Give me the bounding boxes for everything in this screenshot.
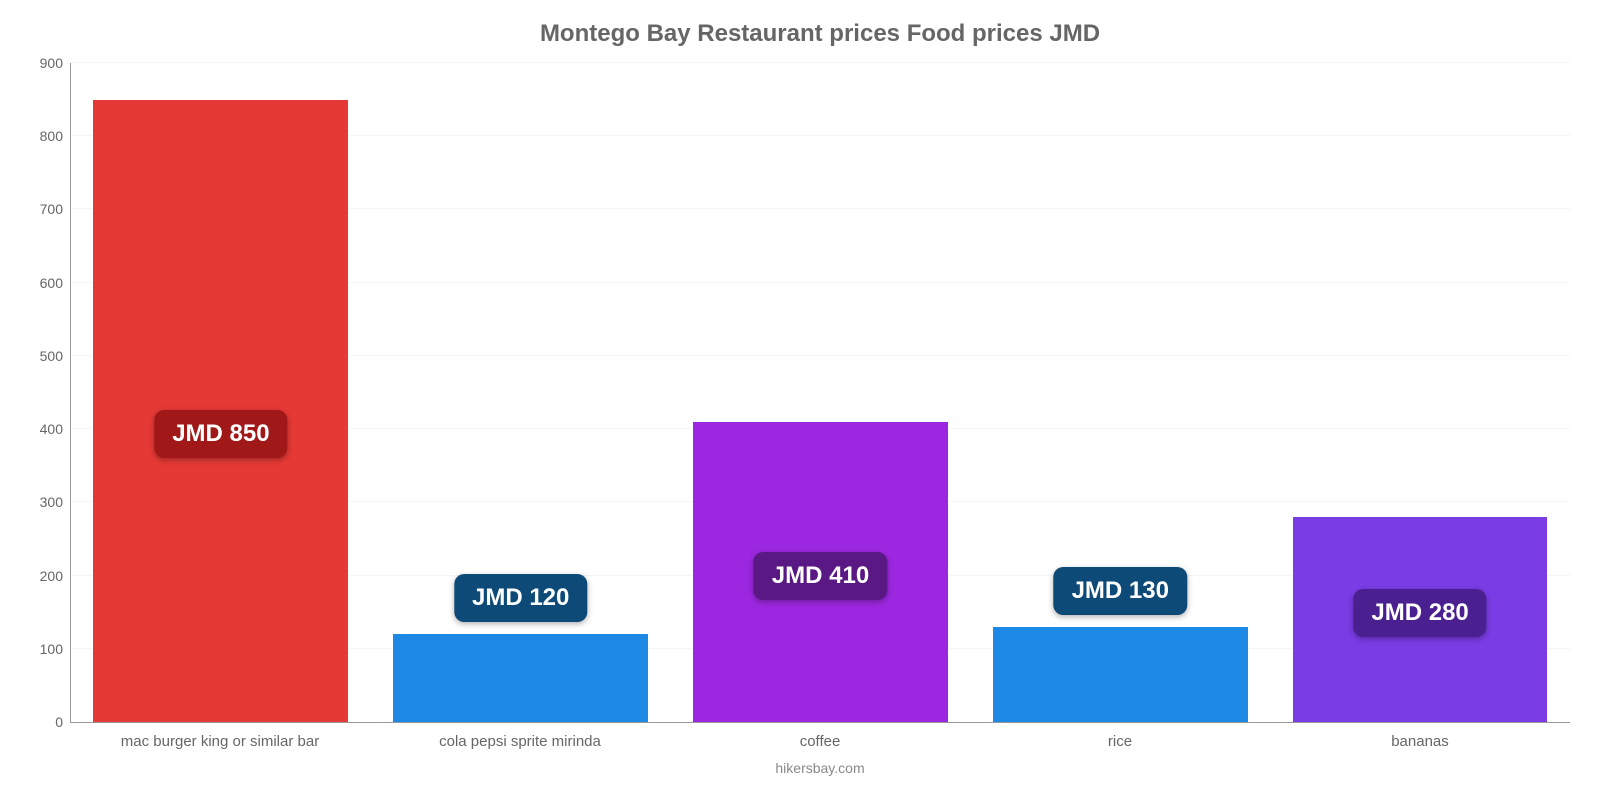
x-axis-label: rice <box>970 733 1270 750</box>
x-axis-label: bananas <box>1270 733 1570 750</box>
bar-slot: JMD 130 <box>970 63 1270 722</box>
x-axis-label: mac burger king or similar bar <box>70 733 370 750</box>
y-tick-label: 0 <box>55 714 63 730</box>
y-tick-label: 200 <box>40 568 63 584</box>
x-axis-labels: mac burger king or similar barcola pepsi… <box>70 733 1570 750</box>
bar: JMD 130 <box>993 627 1248 722</box>
y-tick-label: 300 <box>40 494 63 510</box>
bar-slot: JMD 410 <box>671 63 971 722</box>
bars-group: JMD 850 JMD 120 JMD 410 JMD 130 JMD 280 <box>71 63 1570 722</box>
y-tick-label: 100 <box>40 641 63 657</box>
bar: JMD 850 <box>93 100 348 722</box>
bar: JMD 280 <box>1293 517 1548 722</box>
value-badge: JMD 120 <box>454 574 587 622</box>
y-tick-label: 800 <box>40 128 63 144</box>
bar-slot: JMD 120 <box>371 63 671 722</box>
y-tick-label: 400 <box>40 421 63 437</box>
y-tick-label: 700 <box>40 201 63 217</box>
x-axis-label: cola pepsi sprite mirinda <box>370 733 670 750</box>
y-tick-label: 600 <box>40 275 63 291</box>
y-tick-label: 900 <box>40 55 63 71</box>
x-axis-label: coffee <box>670 733 970 750</box>
bar-slot: JMD 850 <box>71 63 371 722</box>
bar: JMD 120 <box>393 634 648 722</box>
chart-container: Montego Bay Restaurant prices Food price… <box>0 0 1600 800</box>
chart-title: Montego Bay Restaurant prices Food price… <box>70 20 1570 48</box>
y-tick-label: 500 <box>40 348 63 364</box>
value-badge: JMD 280 <box>1353 589 1486 637</box>
attribution-text: hikersbay.com <box>70 760 1570 776</box>
value-badge: JMD 130 <box>1054 567 1187 615</box>
bar-slot: JMD 280 <box>1270 63 1570 722</box>
plot-area: 0100200300400500600700800900 JMD 850JMD … <box>70 63 1570 723</box>
bar: JMD 410 <box>693 422 948 722</box>
value-badge: JMD 410 <box>754 552 887 600</box>
value-badge: JMD 850 <box>154 410 287 458</box>
